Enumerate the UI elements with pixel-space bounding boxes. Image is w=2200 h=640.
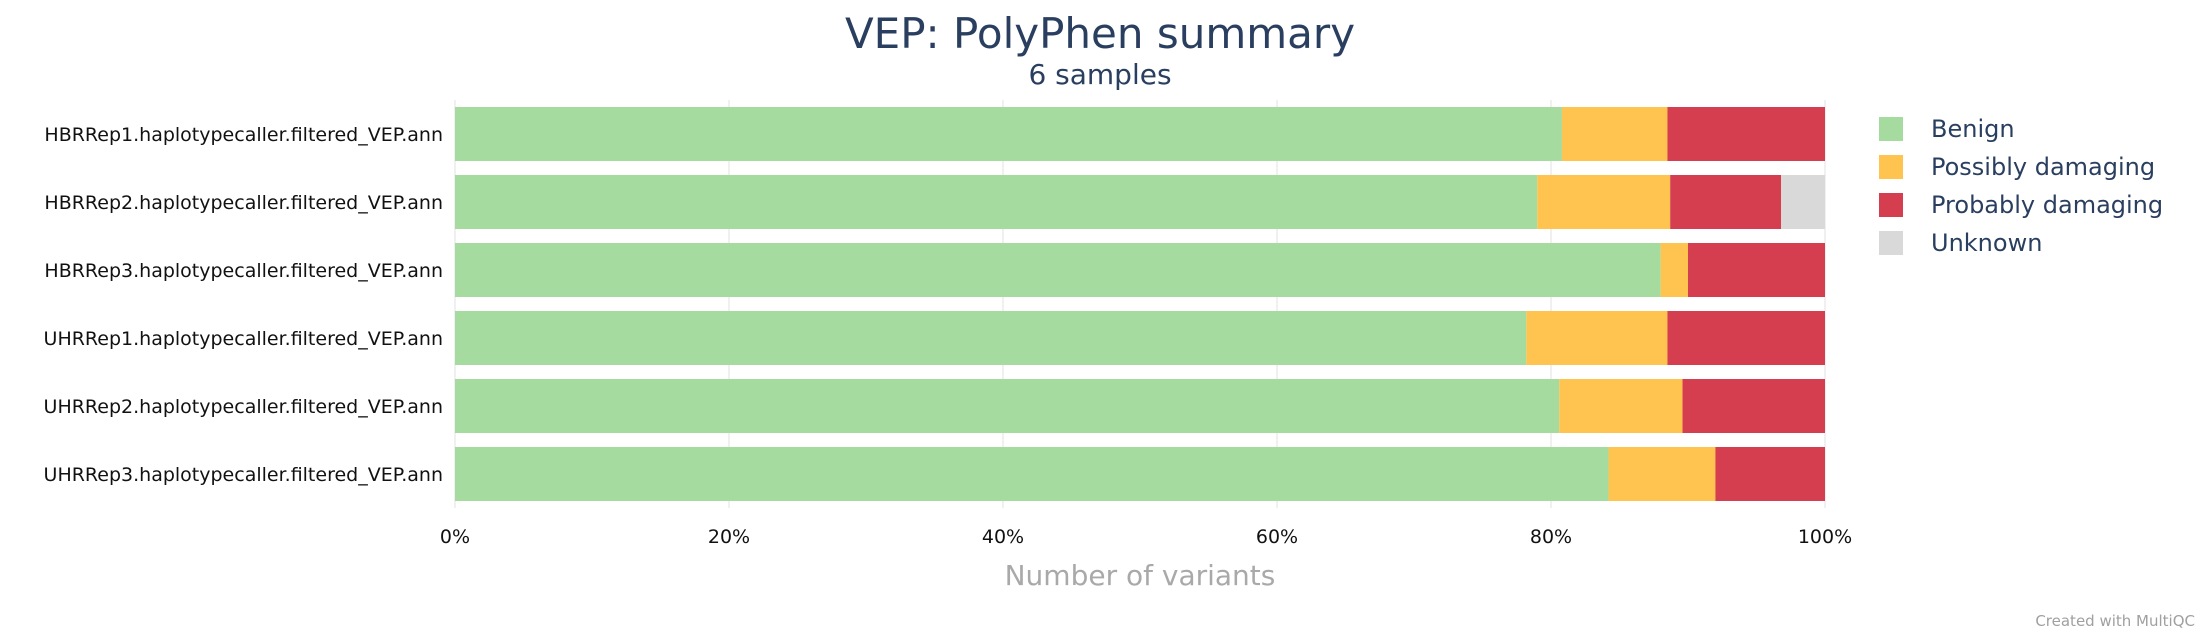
category-label: UHRRep1.haplotypecaller.filtered_VEP.ann	[44, 328, 443, 350]
legend-label[interactable]: Probably damaging	[1931, 191, 2163, 219]
category-label: UHRRep3.haplotypecaller.filtered_VEP.ann	[44, 464, 443, 486]
bar-segment-possibly-damaging[interactable]	[1608, 447, 1716, 501]
x-tick-label: 100%	[1798, 526, 1852, 548]
bar-segment-probably-damaging[interactable]	[1667, 107, 1825, 161]
bar-segment-possibly-damaging[interactable]	[1526, 311, 1668, 365]
legend-label[interactable]: Unknown	[1931, 229, 2042, 257]
category-label: UHRRep2.haplotypecaller.filtered_VEP.ann	[44, 396, 443, 418]
legend-swatch[interactable]	[1879, 117, 1903, 141]
bar-segment-probably-damaging[interactable]	[1715, 447, 1825, 501]
x-tick-label: 40%	[982, 526, 1024, 548]
bar-segment-probably-damaging[interactable]	[1688, 243, 1825, 297]
bar-segment-benign[interactable]	[455, 175, 1538, 229]
legend-swatch[interactable]	[1879, 155, 1903, 179]
bar-segment-benign[interactable]	[455, 447, 1609, 501]
x-axis-ticks: 0% 20% 40% 60% 80% 100%	[440, 526, 1852, 548]
category-label: HBRRep2.haplotypecaller.filtered_VEP.ann	[44, 192, 443, 214]
x-tick-label: 80%	[1530, 526, 1572, 548]
legend[interactable]: Benign Possibly damaging Probably damaging…	[1879, 115, 2163, 257]
bar-segment-possibly-damaging[interactable]	[1660, 243, 1688, 297]
x-tick-label: 20%	[708, 526, 750, 548]
gridlines	[454, 100, 1826, 508]
category-labels: HBRRep1.haplotypecaller.filtered_VEP.ann…	[44, 124, 443, 486]
chart-title: VEP: PolyPhen summary	[845, 9, 1355, 58]
category-label: HBRRep1.haplotypecaller.filtered_VEP.ann	[44, 124, 443, 146]
chart-subtitle: 6 samples	[1028, 58, 1171, 91]
bar-segment-possibly-damaging[interactable]	[1537, 175, 1671, 229]
bar-segment-benign[interactable]	[455, 311, 1527, 365]
bar-segment-benign[interactable]	[455, 107, 1562, 161]
x-tick-label: 60%	[1256, 526, 1298, 548]
bars	[455, 107, 1825, 501]
credit-text: Created with MultiQC	[2035, 612, 2195, 630]
bar-segment-possibly-damaging[interactable]	[1559, 379, 1683, 433]
bar-segment-benign[interactable]	[455, 379, 1560, 433]
legend-label[interactable]: Possibly damaging	[1931, 153, 2155, 181]
legend-label[interactable]: Benign	[1931, 115, 2015, 143]
bar-segment-possibly-damaging[interactable]	[1561, 107, 1668, 161]
bar-segment-probably-damaging[interactable]	[1667, 311, 1825, 365]
legend-swatch[interactable]	[1879, 231, 1903, 255]
bar-segment-benign[interactable]	[455, 243, 1661, 297]
x-axis-title: Number of variants	[1005, 559, 1276, 592]
bar-segment-probably-damaging[interactable]	[1670, 175, 1782, 229]
bar-segment-probably-damaging[interactable]	[1682, 379, 1825, 433]
legend-swatch[interactable]	[1879, 193, 1903, 217]
x-tick-label: 0%	[440, 526, 470, 548]
bar-segment-unknown[interactable]	[1781, 175, 1825, 229]
category-label: HBRRep3.haplotypecaller.filtered_VEP.ann	[44, 260, 443, 282]
